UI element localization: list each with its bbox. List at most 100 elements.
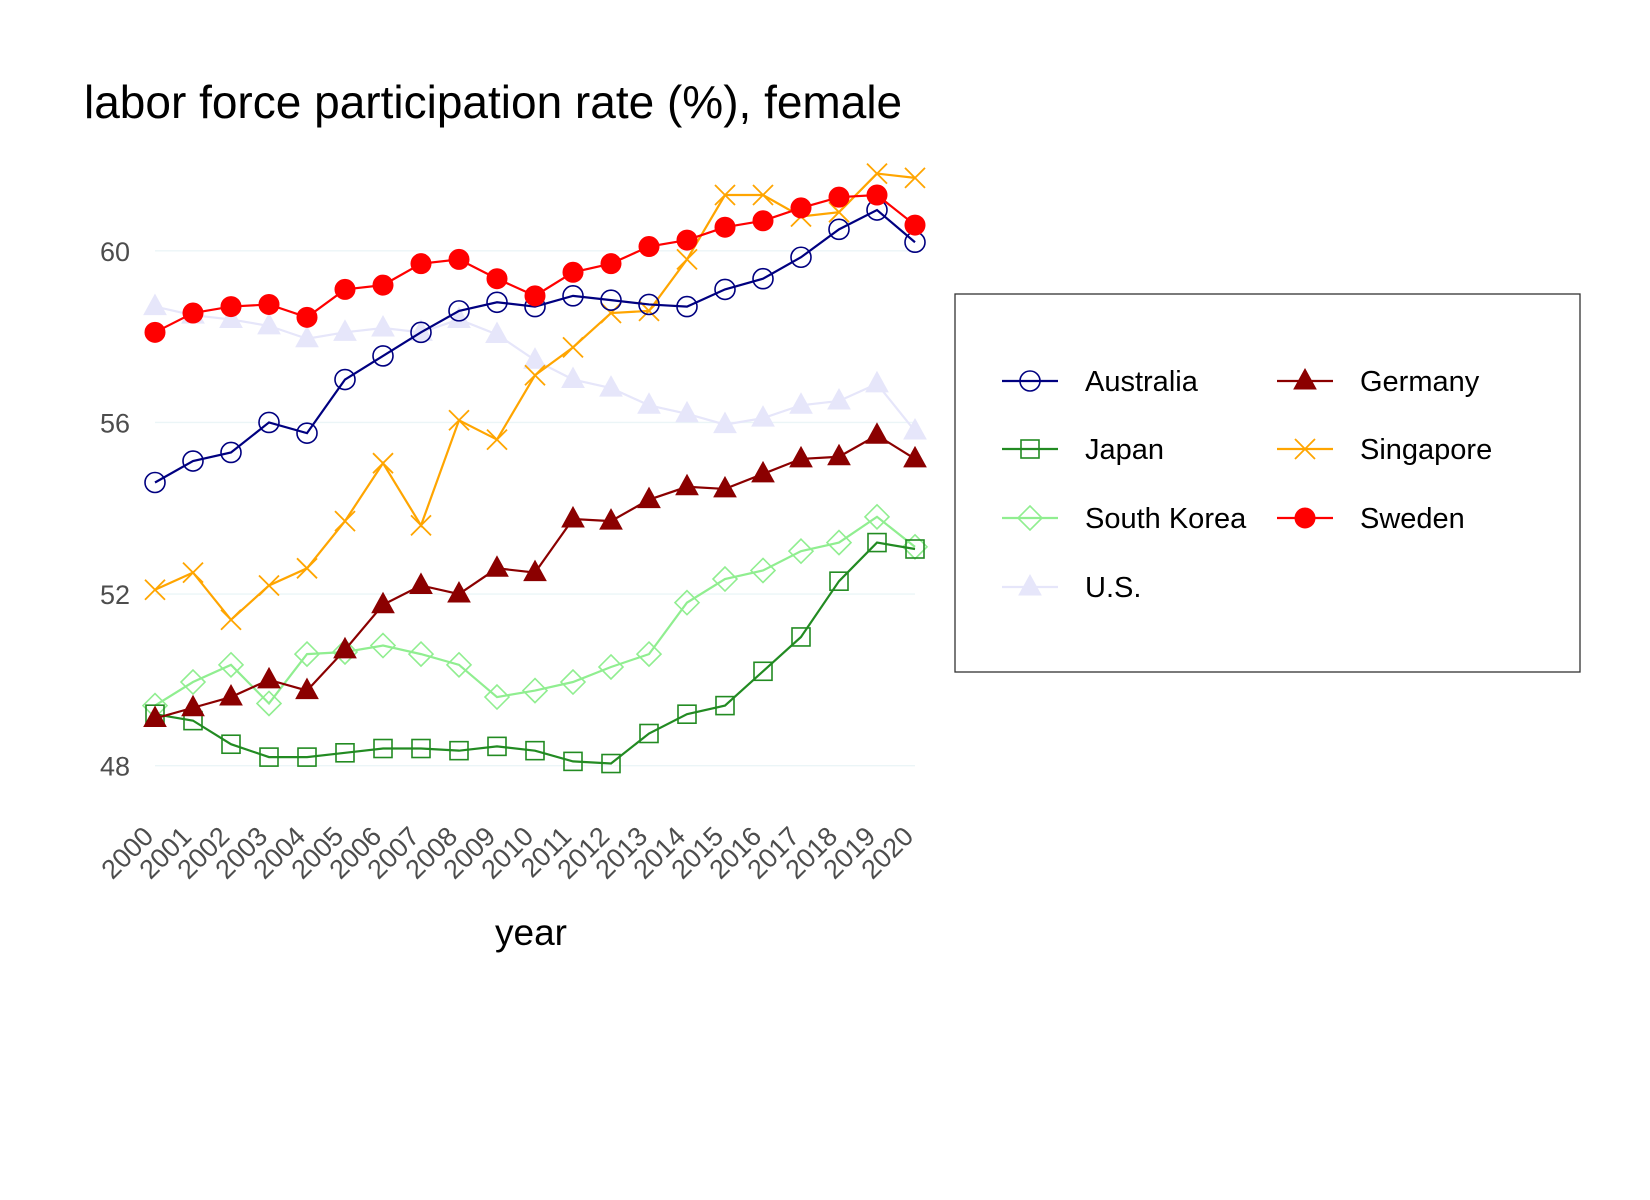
data-point [866, 184, 888, 206]
data-point [867, 532, 887, 553]
data-point [449, 740, 469, 761]
data-point [865, 370, 889, 393]
data-point [863, 503, 891, 530]
legend-label: Australia [1085, 366, 1199, 398]
series-singapore [144, 162, 926, 631]
data-point [297, 747, 317, 767]
legend-marker [1020, 439, 1040, 459]
data-point [220, 609, 242, 631]
data-point [182, 302, 204, 324]
data-point [790, 197, 812, 219]
data-point [523, 559, 547, 582]
data-point [179, 668, 207, 696]
data-point [411, 738, 431, 759]
x-axis-ticks: 2000200120022003200420052006200720082009… [96, 821, 920, 885]
data-point [143, 293, 167, 316]
legend-item: U.S. [1002, 572, 1141, 604]
series-line [154, 515, 916, 707]
data-point [676, 295, 698, 318]
series-layer [141, 162, 929, 774]
data-point [333, 636, 357, 659]
data-point [828, 186, 850, 208]
data-point [144, 471, 166, 494]
data-point [787, 538, 815, 565]
data-point [675, 473, 699, 496]
data-point [676, 248, 698, 271]
data-point [903, 445, 927, 468]
data-point [601, 753, 621, 774]
data-point [296, 306, 318, 328]
legend-label: Singapore [1360, 434, 1492, 466]
data-point [637, 392, 661, 414]
data-point [144, 579, 166, 601]
data-point [259, 747, 279, 767]
data-point [487, 736, 507, 757]
legend-item: Germany [1277, 366, 1480, 398]
data-point [673, 589, 701, 616]
data-point [296, 557, 318, 579]
data-point [714, 184, 736, 206]
data-point [445, 651, 473, 678]
data-point [637, 486, 661, 509]
data-point [600, 302, 622, 324]
legend-marker [1019, 370, 1041, 392]
data-point [219, 683, 243, 706]
data-point [333, 319, 357, 341]
data-point [331, 638, 359, 666]
data-point [789, 445, 813, 468]
data-point [751, 460, 775, 483]
data-point [219, 306, 243, 328]
data-point [599, 375, 623, 397]
y-tick-label: 52 [100, 580, 130, 610]
data-point [524, 364, 546, 386]
data-point [258, 411, 280, 434]
data-point [714, 216, 736, 238]
data-point [221, 734, 241, 755]
data-point [525, 740, 545, 761]
data-point [904, 167, 926, 189]
legend-label: Japan [1085, 434, 1164, 466]
data-point [561, 366, 585, 389]
legend-marker [1294, 507, 1316, 529]
data-point [335, 743, 355, 763]
data-point [181, 694, 205, 717]
series-japan [145, 532, 925, 774]
data-point [638, 293, 660, 316]
legend-item: Sweden [1277, 503, 1465, 535]
data-point [789, 392, 813, 414]
data-point [447, 581, 471, 603]
legend-marker [1016, 504, 1044, 532]
data-point [407, 640, 435, 668]
data-point [905, 539, 925, 559]
legend-item: Australia [1002, 366, 1199, 398]
chart-title: labor force participation rate (%), fema… [84, 76, 902, 128]
data-point [791, 627, 811, 647]
data-point [372, 345, 394, 367]
data-point [599, 508, 623, 530]
data-point [447, 306, 471, 328]
legend-marker [1293, 367, 1317, 390]
legend-label: Sweden [1360, 503, 1465, 535]
legend-item: Japan [1002, 434, 1164, 466]
y-tick-label: 60 [100, 237, 130, 267]
data-point [144, 321, 166, 343]
data-point [410, 253, 432, 275]
data-point [597, 653, 625, 681]
data-point [372, 274, 394, 296]
data-point [749, 557, 777, 584]
legend-marker [1294, 438, 1316, 460]
grid-lines [155, 250, 915, 767]
data-point [828, 201, 850, 223]
series-line [154, 541, 916, 765]
legend-label: Germany [1360, 366, 1480, 398]
data-point [638, 236, 660, 258]
data-point [676, 229, 698, 251]
data-point [255, 690, 283, 717]
data-point [410, 321, 432, 344]
data-point [829, 571, 849, 591]
data-point [901, 533, 929, 560]
data-point [371, 591, 395, 614]
data-point [486, 291, 508, 314]
data-point [600, 253, 622, 275]
data-point [523, 347, 547, 369]
